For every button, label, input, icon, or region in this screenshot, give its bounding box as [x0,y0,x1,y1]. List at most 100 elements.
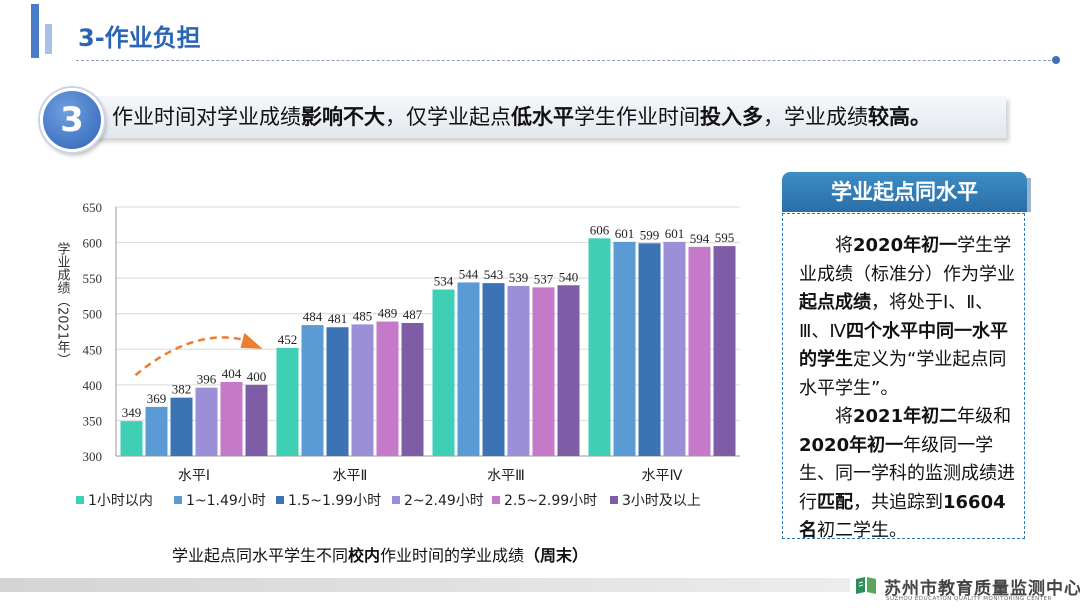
bar [613,241,636,456]
chart-caption: 学业起点同水平学生不同校内作业时间的学业成绩（周末） [172,542,588,566]
bar [170,397,193,456]
bar [457,282,480,456]
text-segment: 年级同一学生、同一学科的监测成绩进行 [799,434,1015,513]
bold-text-segment: 匹配 [817,491,853,513]
data-label: 452 [278,332,298,347]
bold-text-segment: 投入多 [700,105,763,129]
text-segment: 定义为“学业起点同水平学生”。 [799,349,1007,399]
page-title: 3-作业负担 [78,24,201,52]
bar [376,321,399,456]
caption-text: 学业起点同水平学生不同 [172,546,349,565]
bar [220,382,243,456]
data-label: 485 [353,308,373,323]
bar [195,387,218,456]
data-label: 481 [328,311,348,326]
trend-arrow [134,336,255,377]
data-label: 400 [247,369,267,384]
y-tick-label: 300 [83,449,103,464]
legend-swatch [492,496,500,504]
data-label: 396 [197,372,217,387]
legend-label: 1.5~1.99小时 [288,493,381,509]
data-label: 601 [665,226,685,241]
key-finding-text: 作业时间对学业成绩影响不大，仅学业起点低水平学生作业时间投入多，学业成绩较高。 [112,96,931,138]
bar-chart: 300 350 400 450 500 550 600 650 学业成绩（2021年） 349 36… [55,200,740,509]
header-divider [76,60,1056,61]
bar [638,243,661,456]
data-label: 489 [378,306,398,321]
definition-paragraph: 将2020年初一学生学业成绩（标准分）作为学业起点成绩，将处于Ⅰ、Ⅱ、Ⅲ、Ⅳ四个… [799,232,1018,403]
trend-arrow-head [240,332,263,349]
header-accent-bar-light [45,24,52,54]
data-label: 606 [590,222,610,237]
caption-bold-text: （周末） [524,546,589,565]
legend-label: 2.5~2.99小时 [504,493,597,509]
data-label: 349 [122,405,142,420]
y-axis-label: 学业成绩（2021年） [55,241,71,366]
bar [245,384,268,456]
caption-text: 作业时间的学业成绩 [380,546,525,565]
text-segment: ，共追踪到 [853,491,943,513]
bold-text-segment: 影响不大 [301,105,385,129]
bar [326,327,349,456]
data-label: 539 [509,270,529,285]
data-label: 595 [715,230,735,245]
bar [557,285,580,456]
bar [688,246,711,456]
bold-text-segment: 低水平 [511,105,574,129]
bar [532,287,555,456]
data-label: 599 [640,227,660,242]
panel-title-shadow [1027,178,1031,212]
legend-label: 3小时及以上 [622,493,701,509]
header-divider-dot [1052,56,1060,64]
bold-text-segment: 2021年初二 [853,406,958,427]
data-label: 601 [615,226,635,241]
bar [276,347,299,456]
bar [145,406,168,456]
definition-panel: 将2020年初一学生学业成绩（标准分）作为学业起点成绩，将处于Ⅰ、Ⅱ、Ⅲ、Ⅳ四个… [782,213,1025,542]
bar [507,285,530,456]
bold-text-segment: 起点成绩 [799,292,871,313]
bar [301,325,324,456]
header-accent-bar [31,4,39,58]
text-segment: 学生学业成绩（标准分）作为学业 [799,235,1015,285]
bar [663,241,686,456]
text-segment: 将 [835,406,853,427]
y-tick-label: 450 [83,342,103,357]
book-logo-icon [856,577,876,594]
legend-swatch [392,496,400,504]
footer-organization-en: SUZHOU EDUCATION QUALITY MONITORING CENT… [886,596,1052,602]
text-segment: ，将处于Ⅰ、Ⅱ、Ⅲ、Ⅳ [799,292,994,342]
footer-organization: 苏州市教育质量监测中心 [884,579,1080,599]
x-tick-label: 水平Ⅰ [178,468,210,484]
bar [588,238,611,456]
bold-text-segment: 四个水平中同一水平的学生 [799,320,1009,371]
legend-swatch [76,496,84,504]
legend-label: 1小时以内 [88,493,153,509]
key-finding-banner: 作业时间对学业成绩影响不大，仅学业起点低水平学生作业时间投入多，学业成绩较高。 [72,96,1006,138]
finding-number-badge: 3 [40,88,104,152]
y-tick-label: 550 [83,271,103,286]
data-label: 537 [534,271,554,286]
text-segment: 学生作业时间 [574,105,700,129]
text-segment: 初二学生。 [817,520,907,541]
bar [120,421,143,456]
y-tick-label: 350 [83,413,103,428]
bold-text-segment: 较高。 [868,105,931,129]
x-tick-label: 水平Ⅳ [642,468,683,484]
y-tick-label: 400 [83,378,103,393]
bold-text-segment: 16604名 [799,491,1006,542]
legend-swatch [276,496,284,504]
text-segment: 将 [835,235,853,256]
data-label: 369 [147,391,167,406]
y-tick-label: 650 [83,200,103,215]
legend-swatch [610,496,618,504]
y-tick-label: 600 [83,236,103,251]
data-label: 594 [690,231,710,246]
bar [713,246,736,456]
legend-swatch [174,496,182,504]
bar [482,283,505,456]
bar [351,324,374,456]
bar [432,289,455,456]
bar [401,322,424,456]
text-segment: 作业时间对学业成绩 [112,105,301,129]
